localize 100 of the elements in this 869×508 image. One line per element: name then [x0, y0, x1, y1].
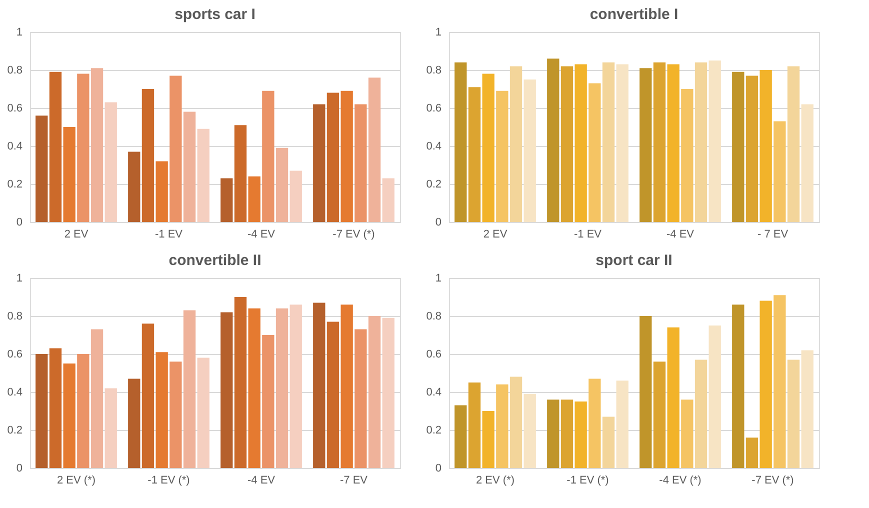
bar	[368, 78, 381, 222]
x-tick-label: 2 EV	[64, 228, 89, 240]
bar	[197, 128, 210, 222]
bar	[694, 62, 708, 222]
bar	[290, 304, 302, 468]
bar	[128, 378, 140, 468]
bar	[746, 438, 758, 468]
bar	[482, 74, 494, 222]
y-tick-label: 0	[435, 216, 442, 228]
bar	[787, 66, 800, 222]
bar	[368, 316, 381, 468]
bar	[510, 376, 522, 468]
bar	[90, 329, 104, 468]
bar	[340, 304, 353, 468]
bar	[760, 70, 772, 222]
bar	[156, 161, 168, 222]
x-tick-label: 2 EV	[483, 228, 508, 240]
y-tick-label: 0.4	[7, 386, 22, 398]
y-tick-label: 0.2	[426, 178, 442, 190]
bar	[468, 382, 481, 468]
y-tick-label: 0.4	[7, 140, 22, 152]
y-tick-label: 0.2	[426, 424, 442, 436]
bar	[104, 102, 117, 222]
chart-title: sports car I	[174, 6, 256, 23]
bar	[104, 388, 117, 468]
bar	[234, 297, 247, 468]
y-tick-label: 0	[435, 462, 442, 474]
bar	[616, 64, 628, 222]
bar	[382, 178, 394, 222]
bar	[524, 80, 536, 222]
y-tick-label: 1	[16, 272, 22, 284]
y-tick-label: 0.4	[426, 140, 442, 152]
bar	[262, 90, 274, 222]
bar	[36, 354, 48, 468]
x-tick-label: -1 EV	[154, 228, 184, 240]
bar	[708, 326, 721, 468]
bar	[732, 304, 744, 468]
x-tick-label: 2 EV (*)	[56, 474, 96, 486]
bar	[760, 300, 772, 468]
x-tick-label: -1 EV	[574, 228, 602, 240]
bar	[276, 308, 288, 468]
chart-title: convertible I	[590, 6, 678, 23]
bar	[142, 324, 154, 468]
y-tick-label: 0.8	[7, 64, 22, 76]
bar	[801, 350, 814, 468]
bar	[326, 92, 340, 222]
bar	[248, 176, 260, 222]
bar	[482, 411, 494, 468]
bar	[574, 64, 587, 222]
bar	[197, 358, 210, 468]
bar	[560, 400, 574, 468]
bar	[313, 104, 326, 222]
bar	[248, 308, 260, 468]
bar	[49, 72, 62, 222]
y-tick-label: 0.8	[426, 64, 442, 76]
y-tick-label: 0.6	[7, 348, 22, 360]
bar	[276, 148, 288, 222]
bar	[653, 362, 666, 468]
x-tick-label: - 7 EV	[757, 228, 789, 240]
y-tick-label: 0.8	[426, 310, 442, 322]
bar	[170, 76, 182, 222]
bar	[183, 112, 196, 222]
bar	[694, 360, 708, 468]
bar	[354, 104, 367, 222]
bar	[49, 348, 62, 468]
bar	[63, 364, 76, 468]
bar	[787, 360, 800, 468]
x-tick-label: -7 EV	[340, 474, 368, 486]
bar	[234, 125, 247, 222]
bar	[454, 405, 467, 468]
x-tick-label: -4 EV (*)	[659, 474, 702, 486]
bar	[588, 378, 601, 468]
bar	[496, 90, 508, 222]
bar	[801, 104, 814, 222]
bar	[616, 380, 628, 468]
y-tick-label: 0.2	[7, 424, 22, 436]
bar	[468, 87, 481, 222]
bar	[90, 68, 104, 222]
bar	[63, 127, 76, 222]
bar	[36, 116, 48, 222]
x-tick-label: 2 EV (*)	[476, 474, 515, 486]
y-tick-label: 1	[16, 26, 22, 38]
y-tick-label: 1	[435, 26, 442, 38]
bar	[354, 329, 367, 468]
bar	[170, 362, 182, 468]
bar	[340, 90, 353, 222]
bar	[574, 402, 587, 468]
x-tick-label: -7 EV (*)	[752, 474, 794, 486]
bar	[128, 152, 140, 222]
bar	[77, 354, 90, 468]
bar	[183, 310, 196, 468]
bar	[708, 60, 721, 222]
bar	[547, 58, 560, 222]
bar	[156, 352, 168, 468]
bar	[326, 322, 340, 468]
bar	[681, 400, 694, 468]
y-tick-label: 0.6	[426, 348, 442, 360]
y-tick-label: 0.6	[7, 102, 22, 114]
bar	[681, 89, 694, 222]
x-tick-label: -4 EV	[247, 474, 276, 486]
